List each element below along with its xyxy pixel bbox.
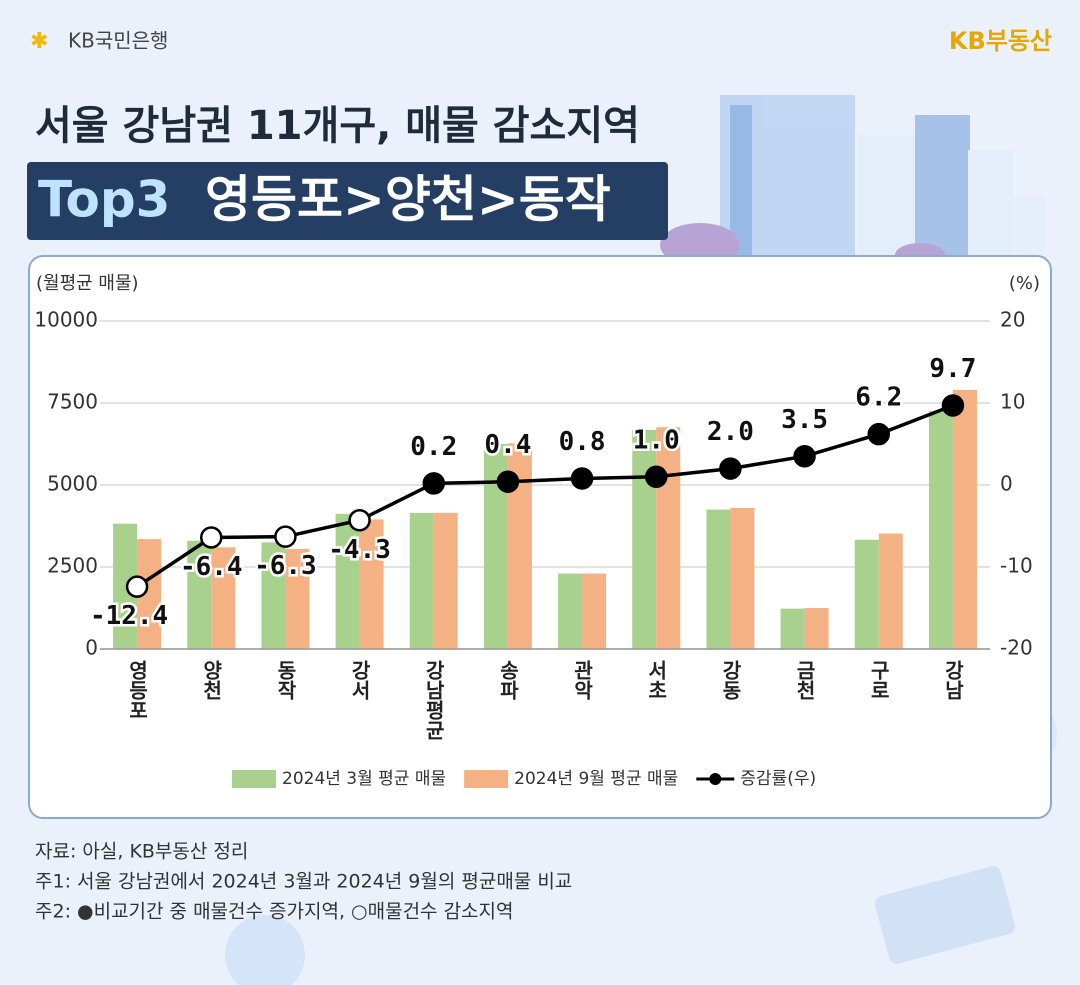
line-marker xyxy=(200,526,223,549)
note: 주1: 서울 강남권에서 2024년 3월과 2024년 9월의 평균매물 비교 xyxy=(35,871,572,893)
line-marker xyxy=(570,467,594,490)
value-label: -6.4 xyxy=(180,552,243,582)
line-marker xyxy=(793,445,816,468)
x-tick-label: 송파 xyxy=(496,660,520,701)
note: 자료: 아실, KB부동산 정리 xyxy=(35,841,248,863)
x-tick-label: 강동 xyxy=(718,660,742,700)
bar xyxy=(878,533,903,649)
y2-tick-label: 20 xyxy=(1000,308,1025,332)
line-marker xyxy=(125,575,149,598)
value-label: 0.2 xyxy=(410,432,457,462)
line-marker xyxy=(941,394,965,417)
bar xyxy=(582,573,607,649)
value-label: 6.2 xyxy=(855,383,902,413)
bar xyxy=(730,507,755,649)
value-label: 0.8 xyxy=(559,427,606,457)
x-tick-label: 동작 xyxy=(273,660,297,700)
y2-tick-label: 10 xyxy=(1000,390,1025,414)
bar xyxy=(632,429,657,649)
value-label: 0.4 xyxy=(484,430,531,460)
logo-right: KB부동산 xyxy=(949,27,1052,55)
bar xyxy=(433,512,458,649)
bar xyxy=(928,411,953,649)
x-tick-label: 구로 xyxy=(867,660,891,700)
subtitle: 영등포>양천>동작 xyxy=(205,171,611,229)
y-tick-label: 5000 xyxy=(47,472,98,496)
note: 주2: ●비교기간 중 매물건수 증가지역, ○매물건수 감소지역 xyxy=(35,901,514,923)
value-label: -4.3 xyxy=(328,535,391,565)
line-marker xyxy=(496,470,520,493)
legend-swatch xyxy=(232,770,276,788)
y2-tick-label: -20 xyxy=(1000,636,1033,660)
bar xyxy=(359,519,384,649)
bar xyxy=(706,509,731,649)
y-axis-label: (월평균 매물) xyxy=(36,273,139,294)
logo-left: KB국민은행 xyxy=(68,29,168,53)
legend-label: 2024년 9월 평균 매물 xyxy=(514,769,678,789)
bar xyxy=(952,389,977,649)
x-tick-label: 금천 xyxy=(793,660,817,700)
line-marker xyxy=(867,422,890,446)
value-label: 9.7 xyxy=(929,354,976,384)
legend-label: 증감률(우) xyxy=(740,769,816,789)
x-tick-label: 강남평균 xyxy=(422,660,446,740)
bar xyxy=(261,542,286,649)
line-marker xyxy=(422,472,445,495)
value-label: 2.0 xyxy=(707,417,754,447)
x-tick-label: 강서 xyxy=(348,660,372,701)
y-tick-label: 7500 xyxy=(47,390,98,414)
chart-card xyxy=(28,255,1052,819)
y2-tick-label: -10 xyxy=(1000,554,1033,578)
y2-tick-label: 0 xyxy=(1000,472,1013,496)
value-label: 1.0 xyxy=(633,425,680,455)
bar xyxy=(187,540,212,649)
value-label: 3.5 xyxy=(781,405,828,435)
value-label: -6.3 xyxy=(254,551,317,581)
bar xyxy=(780,608,805,649)
bar xyxy=(211,547,236,649)
y-tick-label: 2500 xyxy=(47,554,98,578)
bar xyxy=(409,512,434,649)
subtitle-box xyxy=(27,162,668,240)
line-marker xyxy=(719,457,742,480)
y2-axis-label: (%) xyxy=(1009,273,1040,294)
x-tick-label: 서초 xyxy=(644,660,668,700)
logo-icon: ✱ xyxy=(30,29,48,54)
line-marker xyxy=(645,465,668,489)
bar xyxy=(507,443,532,649)
line-marker xyxy=(348,509,371,532)
x-tick-label: 영등포 xyxy=(125,660,149,720)
x-tick-label: 강남 xyxy=(941,660,965,700)
bar xyxy=(285,548,310,649)
bar xyxy=(656,427,681,649)
bar xyxy=(558,573,583,649)
line xyxy=(136,403,954,589)
legend-label: 2024년 3월 평균 매물 xyxy=(282,769,446,789)
y-tick-label: 0 xyxy=(85,636,98,660)
plot: 0 2500 5000 7500 10000 -20 -10 0 10 20 영등포 양천 동작 강서 강남… xyxy=(34,308,1032,790)
title: 서울 강남권 11개구, 매물 감소지역 xyxy=(35,103,640,149)
value-label: -12.4 xyxy=(90,601,168,631)
y-tick-label: 10000 xyxy=(34,308,98,332)
bar xyxy=(854,539,879,649)
subtitle-highlight: Top3 xyxy=(38,171,170,229)
line-marker xyxy=(274,525,297,548)
legend-swatch xyxy=(464,770,509,788)
legend-marker xyxy=(709,773,722,785)
x-tick-label: 관악 xyxy=(570,660,594,700)
x-tick-label: 양천 xyxy=(199,660,223,700)
bar xyxy=(335,513,360,649)
bar xyxy=(804,608,829,649)
